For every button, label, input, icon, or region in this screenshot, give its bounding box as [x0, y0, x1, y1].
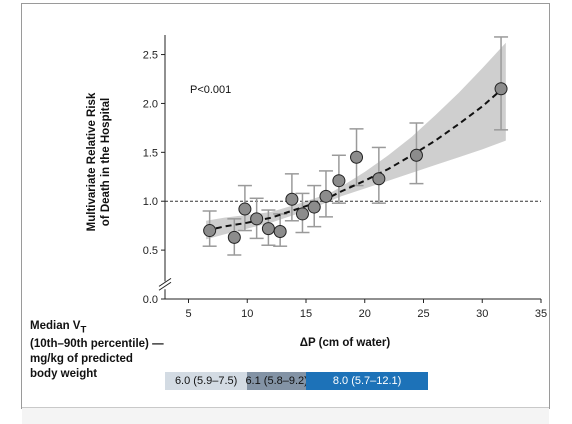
y-axis-title: Multivariate Relative Risk of Death in t… [86, 92, 112, 231]
vt-band: 6.1 (5.8–9.2) [245, 372, 308, 390]
axis-break-mark [158, 277, 172, 287]
confidence-band-layer [206, 42, 506, 240]
axes-layer [158, 35, 541, 300]
vt-label-line-1: Median VT [30, 319, 200, 337]
y-tick-label: 0.5 [143, 245, 158, 257]
vt-label-line-2: (10th–90th percentile) — [30, 338, 164, 351]
error-bar-layer [202, 36, 509, 256]
y-tick-label: 2.0 [143, 98, 158, 110]
data-point [273, 225, 287, 239]
data-point [350, 150, 364, 164]
x-tick-label: 15 [300, 308, 312, 320]
y-tick-label: 2.5 [143, 50, 158, 62]
data-point [250, 212, 264, 226]
y-axis-title-line-1: Multivariate Relative Risk [86, 92, 98, 231]
data-point [307, 200, 321, 214]
data-point [285, 192, 299, 206]
data-point [238, 202, 252, 216]
x-tick-label: 10 [241, 308, 253, 320]
x-tick-label: 20 [359, 308, 371, 320]
vt-label-line-3: mg/kg of predicted [30, 353, 133, 366]
vt-label-subscript: T [80, 324, 87, 336]
fit-curve-layer [205, 85, 507, 232]
confidence-band [206, 42, 506, 240]
x-axis-title: ΔP (cm of water) [300, 337, 391, 349]
figure-footer-strip [22, 407, 549, 424]
y-tick-label: 1.5 [143, 147, 158, 159]
p-value-annotation: P<0.001 [190, 84, 231, 96]
data-point [261, 222, 275, 236]
fit-curve [205, 85, 507, 232]
x-tick-label: 25 [417, 308, 429, 320]
data-point-layer [203, 82, 508, 244]
tick-label-layer: 5 10 15 20 25 30 35 0.0 0.5 1.0 1.5 2.0 2.5 [143, 50, 547, 320]
x-tick-label: 30 [476, 308, 488, 320]
data-point [409, 148, 423, 162]
vt-legend-label: Median VT (10th–90th percentile) — mg/kg… [30, 319, 200, 382]
x-tick-label: 35 [535, 308, 547, 320]
vt-label-line-4: body weight [30, 368, 98, 381]
vt-band: 8.0 (5.7–12.1) [306, 372, 429, 390]
figure-frame [21, 3, 550, 409]
y-axis-title-line-2: of Death in the Hospital [100, 98, 112, 226]
data-point [295, 207, 309, 221]
x-tick-label: 5 [185, 308, 191, 320]
vt-band: 6.0 (5.9–7.5) [165, 372, 248, 390]
data-point [332, 174, 346, 188]
axis-break-mark [158, 281, 172, 291]
data-point [319, 189, 333, 203]
data-point [372, 172, 386, 186]
data-point [203, 224, 217, 238]
data-point [227, 230, 241, 244]
vt-label-median: Median V [30, 320, 81, 332]
y-tick-label: 0.0 [143, 294, 158, 306]
y-tick-label: 1.0 [143, 196, 158, 208]
data-point [494, 82, 508, 96]
